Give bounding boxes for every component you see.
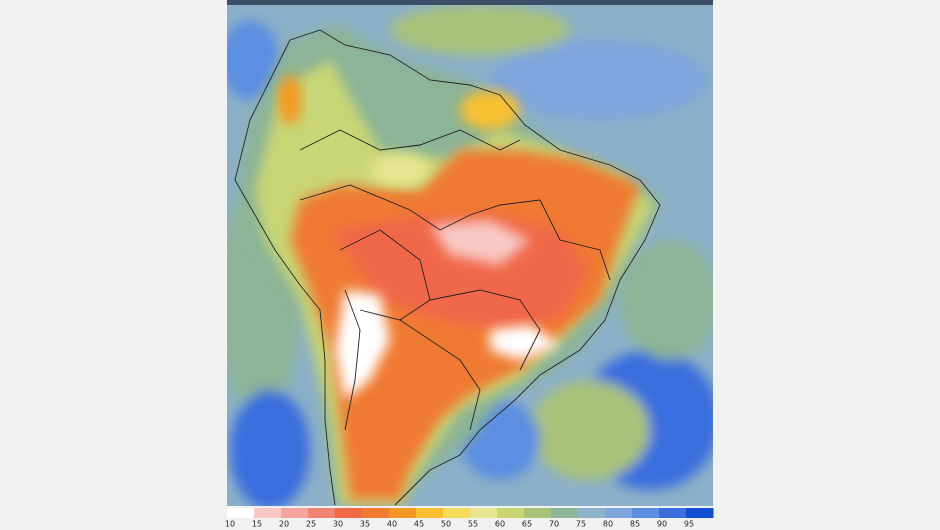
legend-label: 30 — [333, 520, 343, 529]
legend-label: 25 — [306, 520, 316, 529]
legend-label: 70 — [549, 520, 559, 529]
legend-swatch — [578, 508, 606, 518]
legend-swatch — [227, 508, 255, 518]
legend-label: 95 — [684, 520, 694, 529]
legend-swatch — [443, 508, 471, 518]
legend-label: 50 — [441, 520, 451, 529]
legend-label: 45 — [414, 520, 424, 529]
legend-swatch — [524, 508, 552, 518]
legend-swatch — [497, 508, 525, 518]
legend-label: 20 — [279, 520, 289, 529]
legend-swatch — [335, 508, 363, 518]
legend-label: 35 — [360, 520, 370, 529]
legend-label: 10 — [225, 520, 235, 529]
legend-swatch — [416, 508, 444, 518]
legend-swatch — [605, 508, 633, 518]
legend-label: 60 — [495, 520, 505, 529]
legend-swatch — [632, 508, 660, 518]
color-legend: 10 15 20 25 30 35 40 45 50 55 60 65 70 75 80 85 90 95 — [225, 508, 714, 529]
legend-swatch — [281, 508, 309, 518]
legend-swatch — [659, 508, 687, 518]
legend-label: 85 — [630, 520, 640, 529]
legend-label: 40 — [387, 520, 397, 529]
legend-label: 75 — [576, 520, 586, 529]
legend-swatch — [470, 508, 498, 518]
humidity-map — [227, 0, 713, 506]
legend-label: 55 — [468, 520, 478, 529]
legend-swatch — [686, 508, 714, 518]
legend-swatch — [308, 508, 336, 518]
legend-swatch — [551, 508, 579, 518]
legend-label: 15 — [252, 520, 262, 529]
legend-swatch — [362, 508, 390, 518]
legend-swatch — [254, 508, 282, 518]
legend-label: 90 — [657, 520, 667, 529]
title-strip — [227, 0, 713, 5]
legend-label: 80 — [603, 520, 613, 529]
legend-label: 65 — [522, 520, 532, 529]
legend-swatch — [389, 508, 417, 518]
